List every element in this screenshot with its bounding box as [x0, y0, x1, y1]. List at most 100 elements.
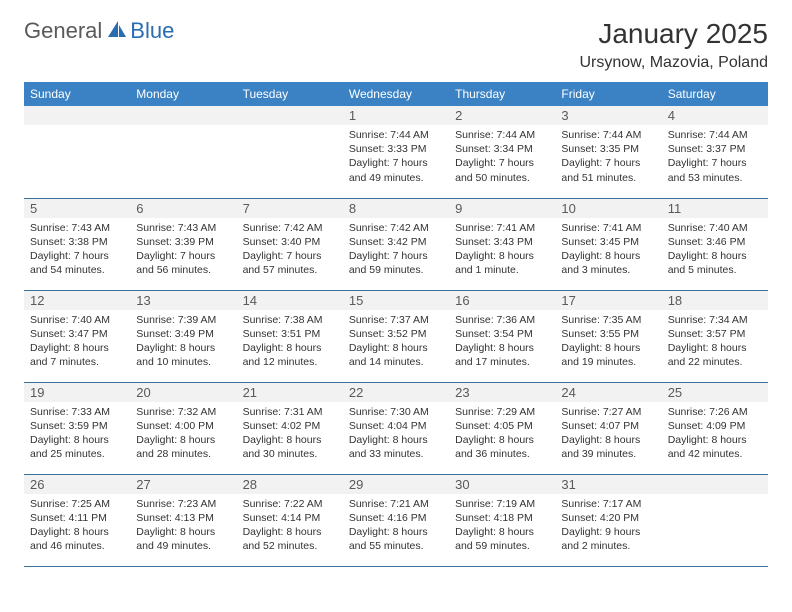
day-number: 13 — [130, 291, 236, 310]
day-sun-info: Sunrise: 7:22 AMSunset: 4:14 PMDaylight:… — [243, 497, 337, 554]
day-number: 31 — [555, 475, 661, 494]
logo-text-blue: Blue — [130, 18, 174, 44]
calendar-day-cell: 19 Sunrise: 7:33 AMSunset: 3:59 PMDayligh… — [24, 382, 130, 474]
calendar-week-row: 26 Sunrise: 7:25 AMSunset: 4:11 PMDayligh… — [24, 474, 768, 566]
day-sun-info: Sunrise: 7:17 AMSunset: 4:20 PMDaylight:… — [561, 497, 655, 554]
day-sun-info: Sunrise: 7:43 AMSunset: 3:39 PMDaylight:… — [136, 221, 230, 278]
calendar-day-cell: 4 Sunrise: 7:44 AMSunset: 3:37 PMDaylight… — [662, 106, 768, 198]
calendar-day-cell: 29Sunrise: 7:21 AMSunset: 4:16 PMDayligh… — [343, 474, 449, 566]
calendar-week-row: 1 Sunrise: 7:44 AMSunset: 3:33 PMDaylight… — [24, 106, 768, 198]
calendar-day-cell: 22Sunrise: 7:30 AMSunset: 4:04 PMDayligh… — [343, 382, 449, 474]
logo-sail-icon — [106, 19, 128, 44]
day-sun-info: Sunrise: 7:40 AMSunset: 3:46 PMDaylight:… — [668, 221, 762, 278]
day-number: 22 — [343, 383, 449, 402]
calendar-day-cell: 26 Sunrise: 7:25 AMSunset: 4:11 PMDayligh… — [24, 474, 130, 566]
day-number: 28 — [237, 475, 343, 494]
calendar-day-cell: 5 Sunrise: 7:43 AMSunset: 3:38 PMDaylight… — [24, 198, 130, 290]
day-number — [24, 106, 130, 125]
calendar-day-cell: 23 Sunrise: 7:29 AMSunset: 4:05 PMDayligh… — [449, 382, 555, 474]
calendar-day-cell: 11 Sunrise: 7:40 AMSunset: 3:46 PMDayligh… — [662, 198, 768, 290]
day-sun-info: Sunrise: 7:42 AMSunset: 3:40 PMDaylight:… — [243, 221, 337, 278]
day-number: 23 — [449, 383, 555, 402]
day-number: 1 — [343, 106, 449, 125]
calendar-day-cell: 2Sunrise: 7:44 AMSunset: 3:34 PMDaylight… — [449, 106, 555, 198]
day-number: 4 — [662, 106, 768, 125]
calendar-day-cell: 18Sunrise: 7:34 AMSunset: 3:57 PMDayligh… — [662, 290, 768, 382]
calendar-day-cell: 8 Sunrise: 7:42 AMSunset: 3:42 PMDaylight… — [343, 198, 449, 290]
day-sun-info: Sunrise: 7:25 AMSunset: 4:11 PMDaylight:… — [30, 497, 124, 554]
calendar-day-cell: 9 Sunrise: 7:41 AMSunset: 3:43 PMDaylight… — [449, 198, 555, 290]
day-number: 21 — [237, 383, 343, 402]
day-number: 14 — [237, 291, 343, 310]
day-sun-info: Sunrise: 7:42 AMSunset: 3:42 PMDaylight:… — [349, 221, 443, 278]
day-sun-info: Sunrise: 7:34 AMSunset: 3:57 PMDaylight:… — [668, 313, 762, 370]
day-number: 27 — [130, 475, 236, 494]
day-number — [662, 475, 768, 494]
calendar-week-row: 12Sunrise: 7:40 AMSunset: 3:47 PMDayligh… — [24, 290, 768, 382]
calendar-day-cell: 21Sunrise: 7:31 AMSunset: 4:02 PMDayligh… — [237, 382, 343, 474]
logo: General Blue — [24, 18, 174, 44]
day-number: 15 — [343, 291, 449, 310]
day-sun-info: Sunrise: 7:33 AMSunset: 3:59 PMDaylight:… — [30, 405, 124, 462]
weekday-header: Wednesday — [343, 82, 449, 106]
day-sun-info: Sunrise: 7:23 AMSunset: 4:13 PMDaylight:… — [136, 497, 230, 554]
day-sun-info: Sunrise: 7:36 AMSunset: 3:54 PMDaylight:… — [455, 313, 549, 370]
day-sun-info: Sunrise: 7:41 AMSunset: 3:43 PMDaylight:… — [455, 221, 549, 278]
day-sun-info: Sunrise: 7:44 AMSunset: 3:34 PMDaylight:… — [455, 128, 549, 185]
day-number — [237, 106, 343, 125]
day-sun-info: Sunrise: 7:44 AMSunset: 3:33 PMDaylight:… — [349, 128, 443, 185]
day-number: 11 — [662, 199, 768, 218]
day-sun-info: Sunrise: 7:44 AMSunset: 3:37 PMDaylight:… — [668, 128, 762, 185]
day-sun-info: Sunrise: 7:44 AMSunset: 3:35 PMDaylight:… — [561, 128, 655, 185]
day-number: 20 — [130, 383, 236, 402]
day-number: 26 — [24, 475, 130, 494]
day-number: 5 — [24, 199, 130, 218]
calendar-day-cell: 1 Sunrise: 7:44 AMSunset: 3:33 PMDaylight… — [343, 106, 449, 198]
day-number: 6 — [130, 199, 236, 218]
calendar-day-cell — [24, 106, 130, 198]
calendar-day-cell: 31 Sunrise: 7:17 AMSunset: 4:20 PMDayligh… — [555, 474, 661, 566]
day-sun-info: Sunrise: 7:40 AMSunset: 3:47 PMDaylight:… — [30, 313, 124, 370]
day-sun-info: Sunrise: 7:26 AMSunset: 4:09 PMDaylight:… — [668, 405, 762, 462]
day-number — [130, 106, 236, 125]
day-sun-info: Sunrise: 7:38 AMSunset: 3:51 PMDaylight:… — [243, 313, 337, 370]
calendar-week-row: 5 Sunrise: 7:43 AMSunset: 3:38 PMDaylight… — [24, 198, 768, 290]
day-number: 30 — [449, 475, 555, 494]
calendar-day-cell: 16 Sunrise: 7:36 AMSunset: 3:54 PMDayligh… — [449, 290, 555, 382]
calendar-day-cell — [130, 106, 236, 198]
weekday-header: Thursday — [449, 82, 555, 106]
day-number: 16 — [449, 291, 555, 310]
day-sun-info: Sunrise: 7:19 AMSunset: 4:18 PMDaylight:… — [455, 497, 549, 554]
calendar-day-cell: 28 Sunrise: 7:22 AMSunset: 4:14 PMDayligh… — [237, 474, 343, 566]
calendar-day-cell: 15Sunrise: 7:37 AMSunset: 3:52 PMDayligh… — [343, 290, 449, 382]
calendar-day-cell: 30 Sunrise: 7:19 AMSunset: 4:18 PMDayligh… — [449, 474, 555, 566]
calendar-body: 1 Sunrise: 7:44 AMSunset: 3:33 PMDaylight… — [24, 106, 768, 566]
location: Ursynow, Mazovia, Poland — [579, 54, 768, 72]
weekday-header: Sunday — [24, 82, 130, 106]
day-sun-info: Sunrise: 7:29 AMSunset: 4:05 PMDaylight:… — [455, 405, 549, 462]
day-number: 29 — [343, 475, 449, 494]
header: General Blue January 2025 Ursynow, Mazov… — [24, 18, 768, 72]
calendar-week-row: 19 Sunrise: 7:33 AMSunset: 3:59 PMDayligh… — [24, 382, 768, 474]
day-number: 10 — [555, 199, 661, 218]
weekday-header: Monday — [130, 82, 236, 106]
day-sun-info: Sunrise: 7:41 AMSunset: 3:45 PMDaylight:… — [561, 221, 655, 278]
day-number: 9 — [449, 199, 555, 218]
calendar-day-cell: 6 Sunrise: 7:43 AMSunset: 3:39 PMDaylight… — [130, 198, 236, 290]
calendar-day-cell — [662, 474, 768, 566]
day-number: 3 — [555, 106, 661, 125]
calendar-day-cell: 27 Sunrise: 7:23 AMSunset: 4:13 PMDayligh… — [130, 474, 236, 566]
day-sun-info: Sunrise: 7:27 AMSunset: 4:07 PMDaylight:… — [561, 405, 655, 462]
day-sun-info: Sunrise: 7:43 AMSunset: 3:38 PMDaylight:… — [30, 221, 124, 278]
day-number: 17 — [555, 291, 661, 310]
month-title: January 2025 — [579, 18, 768, 50]
calendar-table: SundayMondayTuesdayWednesdayThursdayFrid… — [24, 82, 768, 567]
day-number: 8 — [343, 199, 449, 218]
calendar-day-cell: 24Sunrise: 7:27 AMSunset: 4:07 PMDayligh… — [555, 382, 661, 474]
day-number: 25 — [662, 383, 768, 402]
calendar-day-cell: 17Sunrise: 7:35 AMSunset: 3:55 PMDayligh… — [555, 290, 661, 382]
calendar-day-cell: 14 Sunrise: 7:38 AMSunset: 3:51 PMDayligh… — [237, 290, 343, 382]
day-number: 19 — [24, 383, 130, 402]
calendar-day-cell: 20Sunrise: 7:32 AMSunset: 4:00 PMDayligh… — [130, 382, 236, 474]
calendar-day-cell: 10 Sunrise: 7:41 AMSunset: 3:45 PMDayligh… — [555, 198, 661, 290]
